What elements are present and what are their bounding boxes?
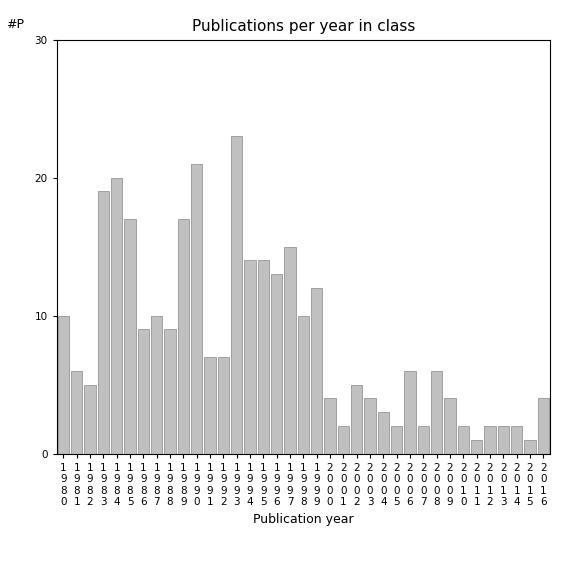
Bar [257, 260, 269, 454]
Bar [164, 329, 176, 454]
Bar [471, 440, 483, 454]
Bar [204, 357, 215, 454]
X-axis label: Publication year: Publication year [253, 513, 354, 526]
Bar [511, 426, 522, 454]
Bar [391, 426, 403, 454]
Bar [151, 316, 162, 454]
Bar [458, 426, 469, 454]
Bar [177, 219, 189, 454]
Bar [524, 440, 536, 454]
Bar [284, 247, 295, 454]
Bar [138, 329, 149, 454]
Bar [111, 177, 122, 454]
Bar [98, 192, 109, 454]
Bar [324, 399, 336, 454]
Bar [71, 371, 82, 454]
Bar [84, 384, 96, 454]
Bar [58, 316, 69, 454]
Bar [218, 357, 229, 454]
Bar [445, 399, 456, 454]
Bar [124, 219, 136, 454]
Bar [351, 384, 362, 454]
Bar [271, 274, 282, 454]
Bar [231, 136, 242, 454]
Bar [311, 288, 323, 454]
Bar [338, 426, 349, 454]
Y-axis label: #P: #P [6, 18, 24, 31]
Bar [404, 371, 416, 454]
Bar [298, 316, 309, 454]
Title: Publications per year in class: Publications per year in class [192, 19, 415, 35]
Bar [418, 426, 429, 454]
Bar [244, 260, 256, 454]
Bar [365, 399, 376, 454]
Bar [498, 426, 509, 454]
Bar [484, 426, 496, 454]
Bar [431, 371, 442, 454]
Bar [378, 412, 389, 454]
Bar [538, 399, 549, 454]
Bar [191, 164, 202, 454]
